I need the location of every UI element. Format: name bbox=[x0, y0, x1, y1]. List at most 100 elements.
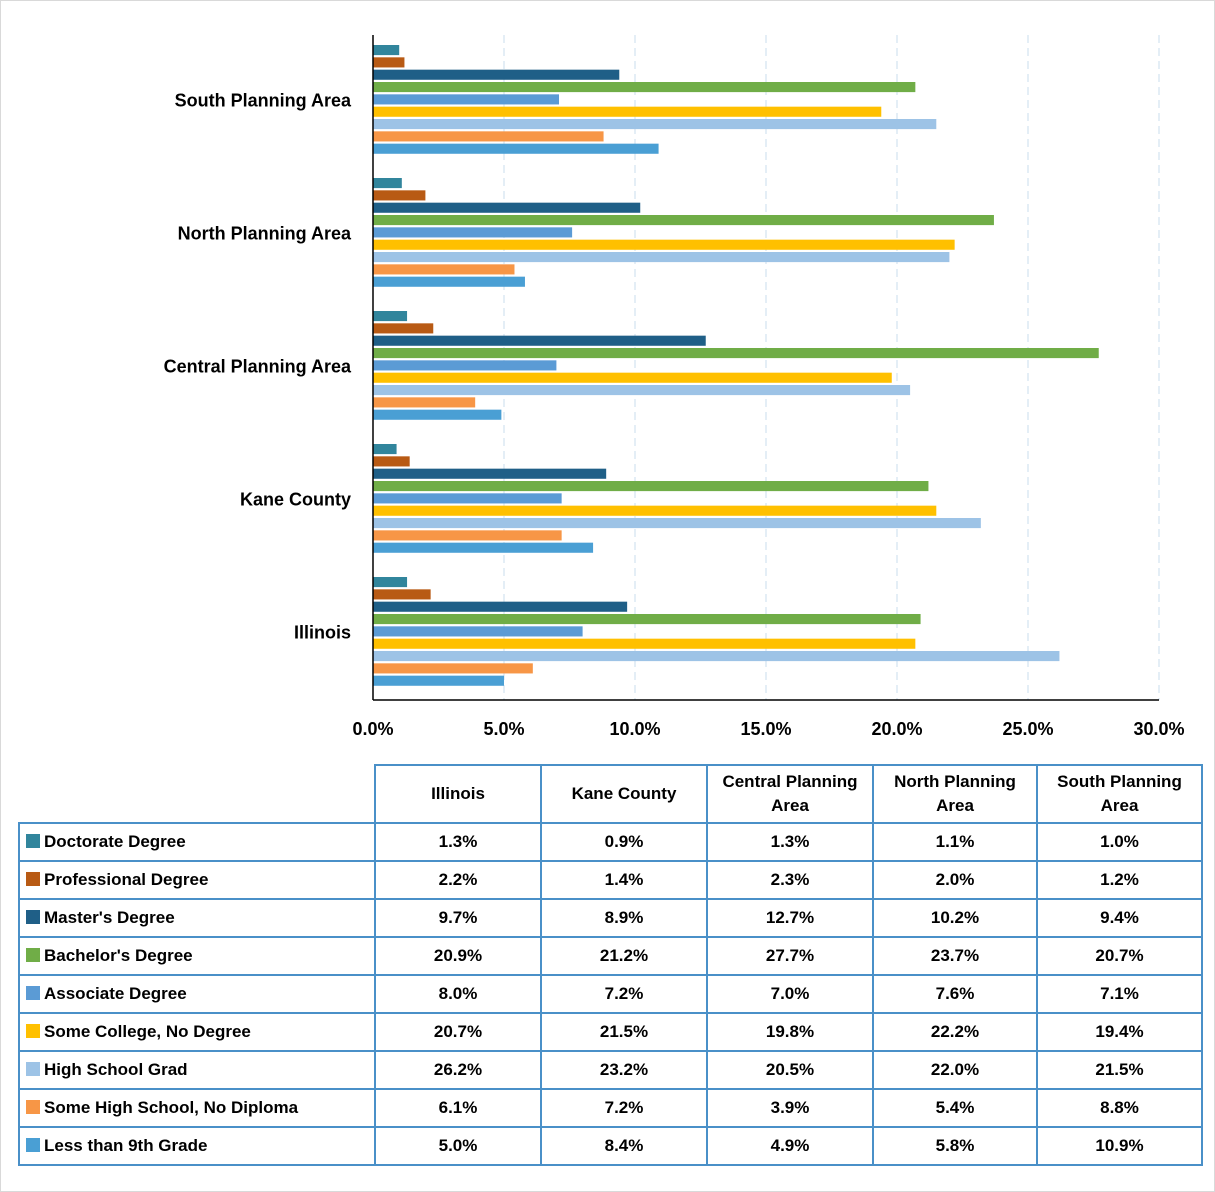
legend-label: Doctorate Degree bbox=[44, 832, 186, 851]
bar bbox=[373, 468, 607, 479]
value-cell: 27.7% bbox=[706, 936, 874, 976]
bar bbox=[373, 518, 981, 529]
bar bbox=[373, 45, 400, 56]
bar bbox=[373, 505, 937, 516]
x-tick-label: 25.0% bbox=[1002, 719, 1053, 739]
legend-key bbox=[26, 872, 40, 886]
x-tick-label: 20.0% bbox=[871, 719, 922, 739]
value-cell: 7.2% bbox=[540, 974, 708, 1014]
legend-label: Some High School, No Diploma bbox=[44, 1098, 299, 1117]
value-cell: 8.8% bbox=[1036, 1088, 1203, 1128]
legend-key bbox=[26, 1138, 40, 1152]
bar bbox=[373, 202, 641, 213]
bar bbox=[373, 397, 476, 408]
value-cell: 8.9% bbox=[540, 898, 708, 938]
bar bbox=[373, 131, 604, 142]
legend-key bbox=[26, 1024, 40, 1038]
value-cell: 10.9% bbox=[1036, 1126, 1203, 1166]
table-row: Some College, No Degree 20.7% 21.5% 19.8% 22… bbox=[18, 1012, 1203, 1052]
table-row: Associate Degree 8.0% 7.2% 7.0% 7.6% 7.1% bbox=[18, 974, 1203, 1014]
value-cell: 23.2% bbox=[540, 1050, 708, 1090]
value-cell: 7.2% bbox=[540, 1088, 708, 1128]
value-cell: 2.0% bbox=[872, 860, 1038, 900]
bar bbox=[373, 69, 620, 80]
value-cell: 0.9% bbox=[540, 822, 708, 862]
table-row: Some High School, No Diploma 6.1% 7.2% 3.9%… bbox=[18, 1088, 1203, 1128]
bar bbox=[373, 106, 882, 117]
header-row: Illinois Kane County Central Planning Area… bbox=[19, 764, 1203, 824]
x-tick-label: 5.0% bbox=[483, 719, 524, 739]
legend-label: Associate Degree bbox=[44, 984, 187, 1003]
corner-cell bbox=[19, 765, 375, 823]
x-tick-label: 0.0% bbox=[352, 719, 393, 739]
value-cell: 20.7% bbox=[1036, 936, 1203, 976]
bar bbox=[373, 614, 921, 625]
legend-key bbox=[26, 948, 40, 962]
legend-label: Bachelor's Degree bbox=[44, 946, 193, 965]
table-row: Less than 9th Grade 5.0% 8.4% 4.9% 5.8% 10.9% bbox=[18, 1126, 1203, 1166]
x-tick-label: 15.0% bbox=[740, 719, 791, 739]
bar bbox=[373, 143, 659, 154]
bar bbox=[373, 638, 916, 649]
value-cell: 20.9% bbox=[374, 936, 542, 976]
value-cell: 9.7% bbox=[374, 898, 542, 938]
bar bbox=[373, 626, 583, 637]
row-label-cell: Professional Degree bbox=[18, 860, 376, 900]
value-cell: 5.8% bbox=[872, 1126, 1038, 1166]
bar bbox=[373, 335, 706, 346]
legend-key bbox=[26, 910, 40, 924]
value-cell: 10.2% bbox=[872, 898, 1038, 938]
bar bbox=[373, 601, 628, 612]
legend-key bbox=[26, 986, 40, 1000]
column-header: Illinois bbox=[374, 764, 542, 824]
row-label-cell: Master's Degree bbox=[18, 898, 376, 938]
row-label-cell: Some High School, No Diploma bbox=[18, 1088, 376, 1128]
bar bbox=[373, 663, 533, 674]
value-cell: 23.7% bbox=[872, 936, 1038, 976]
value-cell: 12.7% bbox=[706, 898, 874, 938]
value-cell: 20.7% bbox=[374, 1012, 542, 1052]
value-cell: 5.4% bbox=[872, 1088, 1038, 1128]
legend-key bbox=[26, 1100, 40, 1114]
legend-label: Master's Degree bbox=[44, 908, 175, 927]
y-tick-label: Kane County bbox=[240, 489, 351, 509]
bar bbox=[373, 311, 408, 322]
value-cell: 7.1% bbox=[1036, 974, 1203, 1014]
value-cell: 20.5% bbox=[706, 1050, 874, 1090]
bar bbox=[373, 227, 573, 238]
row-label-cell: Less than 9th Grade bbox=[18, 1126, 376, 1166]
legend-label: Less than 9th Grade bbox=[44, 1136, 208, 1155]
bar bbox=[373, 481, 929, 492]
legend-label: Professional Degree bbox=[44, 870, 209, 889]
value-cell: 3.9% bbox=[706, 1088, 874, 1128]
legend-key bbox=[26, 1062, 40, 1076]
bar bbox=[373, 264, 515, 275]
data-table: Illinois Kane County Central Planning Area… bbox=[18, 764, 1203, 1166]
table-row: Bachelor's Degree 20.9% 21.2% 27.7% 23.7% 20.… bbox=[18, 936, 1203, 976]
bar bbox=[373, 651, 1060, 662]
bar bbox=[373, 542, 594, 553]
bar bbox=[373, 385, 911, 396]
y-tick-label: South Planning Area bbox=[175, 90, 352, 110]
bar bbox=[373, 348, 1099, 359]
legend-label: High School Grad bbox=[44, 1060, 188, 1079]
x-tick-label: 10.0% bbox=[609, 719, 660, 739]
bar bbox=[373, 360, 557, 371]
table-row: High School Grad 26.2% 23.2% 20.5% 22.0% 21.5… bbox=[18, 1050, 1203, 1090]
value-cell: 7.0% bbox=[706, 974, 874, 1014]
row-label-cell: Doctorate Degree bbox=[18, 822, 376, 862]
value-cell: 1.0% bbox=[1036, 822, 1203, 862]
bar bbox=[373, 456, 410, 467]
y-tick-label: Illinois bbox=[294, 622, 351, 642]
value-cell: 26.2% bbox=[374, 1050, 542, 1090]
value-cell: 4.9% bbox=[706, 1126, 874, 1166]
bar bbox=[373, 493, 562, 504]
bar bbox=[373, 409, 502, 420]
bar bbox=[373, 119, 937, 130]
bar bbox=[373, 589, 431, 600]
bar bbox=[373, 190, 426, 201]
bar bbox=[373, 57, 405, 68]
value-cell: 9.4% bbox=[1036, 898, 1203, 938]
